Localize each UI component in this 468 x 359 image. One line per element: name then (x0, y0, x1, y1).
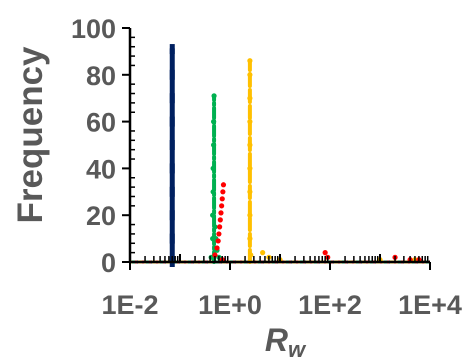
series-4-point (215, 238, 221, 244)
y-tick-label: 40 (86, 154, 116, 184)
chart-axes (122, 27, 431, 270)
series-4-point (322, 250, 328, 256)
y-axis-title: Frequency (11, 46, 50, 224)
y-tick-label: 80 (86, 61, 116, 91)
x-axis-title-subscript: w (288, 337, 307, 359)
series-4-point (219, 196, 225, 202)
y-tick-label: 100 (71, 14, 116, 44)
x-axis-title: Rw (265, 322, 307, 359)
series-3-point (260, 250, 266, 256)
series-4-point (217, 217, 223, 223)
series-4-point (214, 245, 220, 251)
chart-marks (130, 44, 430, 267)
x-axis-title-main: R (265, 322, 288, 358)
series-4-point (220, 182, 227, 188)
series-4-point (218, 210, 224, 216)
x-tick-label: 1E+4 (398, 290, 462, 320)
y-tick-label: 20 (86, 201, 116, 231)
y-tick-label: 60 (86, 108, 116, 138)
chart-labels: 0 20 40 60 80 100 1E-2 1E+0 1E+2 1E+4 (71, 14, 462, 320)
series-4-point (212, 252, 218, 258)
x-tick-label: 1E+2 (298, 290, 362, 320)
series-4-point (217, 224, 223, 230)
y-tick-label: 0 (101, 248, 116, 278)
x-tick-label: 1E-2 (101, 290, 158, 320)
series-4-point (216, 231, 222, 237)
series-4-point (220, 189, 226, 195)
x-tick-label: 1E+0 (198, 290, 262, 320)
series-4-point (219, 203, 225, 209)
